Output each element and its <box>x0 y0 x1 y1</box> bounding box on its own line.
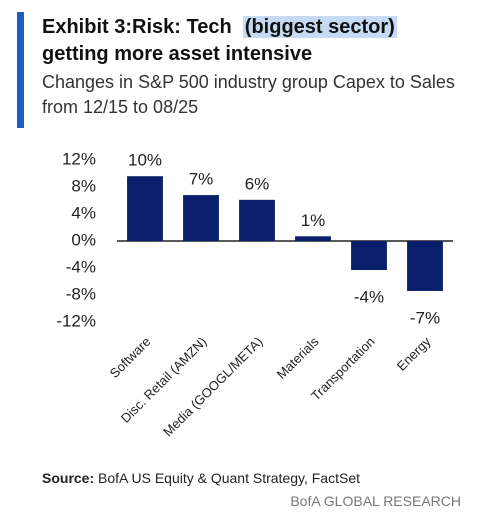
x-tick-label: Media (GOOGL/META) <box>160 334 265 439</box>
y-tick-label: 0% <box>71 230 96 249</box>
bar <box>407 241 443 291</box>
bar <box>239 199 275 241</box>
y-tick-label: -8% <box>66 284 96 303</box>
y-tick-label: 12% <box>62 149 96 168</box>
bar <box>183 195 219 241</box>
subtitle: Changes in S&P 500 industry group Capex … <box>42 72 455 117</box>
title-highlight: (biggest sector) <box>242 16 397 38</box>
y-tick-label: -12% <box>56 311 96 330</box>
source-text: BofA US Equity & Quant Strategy, FactSet <box>98 470 360 486</box>
value-label: 1% <box>301 211 326 230</box>
chart-title: Exhibit 3:Risk: Tech (biggest sector) ge… <box>42 14 462 68</box>
title-text: getting more asset intensive <box>42 43 313 65</box>
bar <box>295 236 331 241</box>
value-label: 6% <box>245 174 270 193</box>
value-label: -4% <box>354 288 384 307</box>
y-tick-label: 8% <box>71 176 96 195</box>
x-tick-label: Energy <box>394 334 434 374</box>
title-text: Exhibit 3:Risk: Tech <box>42 16 232 38</box>
x-tick-label: Materials <box>274 334 322 382</box>
accent-bar <box>17 12 24 128</box>
y-tick-label: -4% <box>66 257 96 276</box>
header: Exhibit 3:Risk: Tech (biggest sector) ge… <box>42 14 462 120</box>
x-tick-label: Software <box>107 334 154 381</box>
footer: BofA GLOBAL RESEARCH <box>290 493 461 509</box>
source-label: Source: <box>42 470 95 486</box>
bar <box>351 241 387 271</box>
value-label: -7% <box>410 308 440 327</box>
value-label: 7% <box>189 170 214 189</box>
source: Source: BofA US Equity & Quant Strategy,… <box>42 470 360 486</box>
bar <box>127 176 163 241</box>
y-tick-label: 4% <box>71 203 96 222</box>
value-label: 10% <box>128 151 162 170</box>
